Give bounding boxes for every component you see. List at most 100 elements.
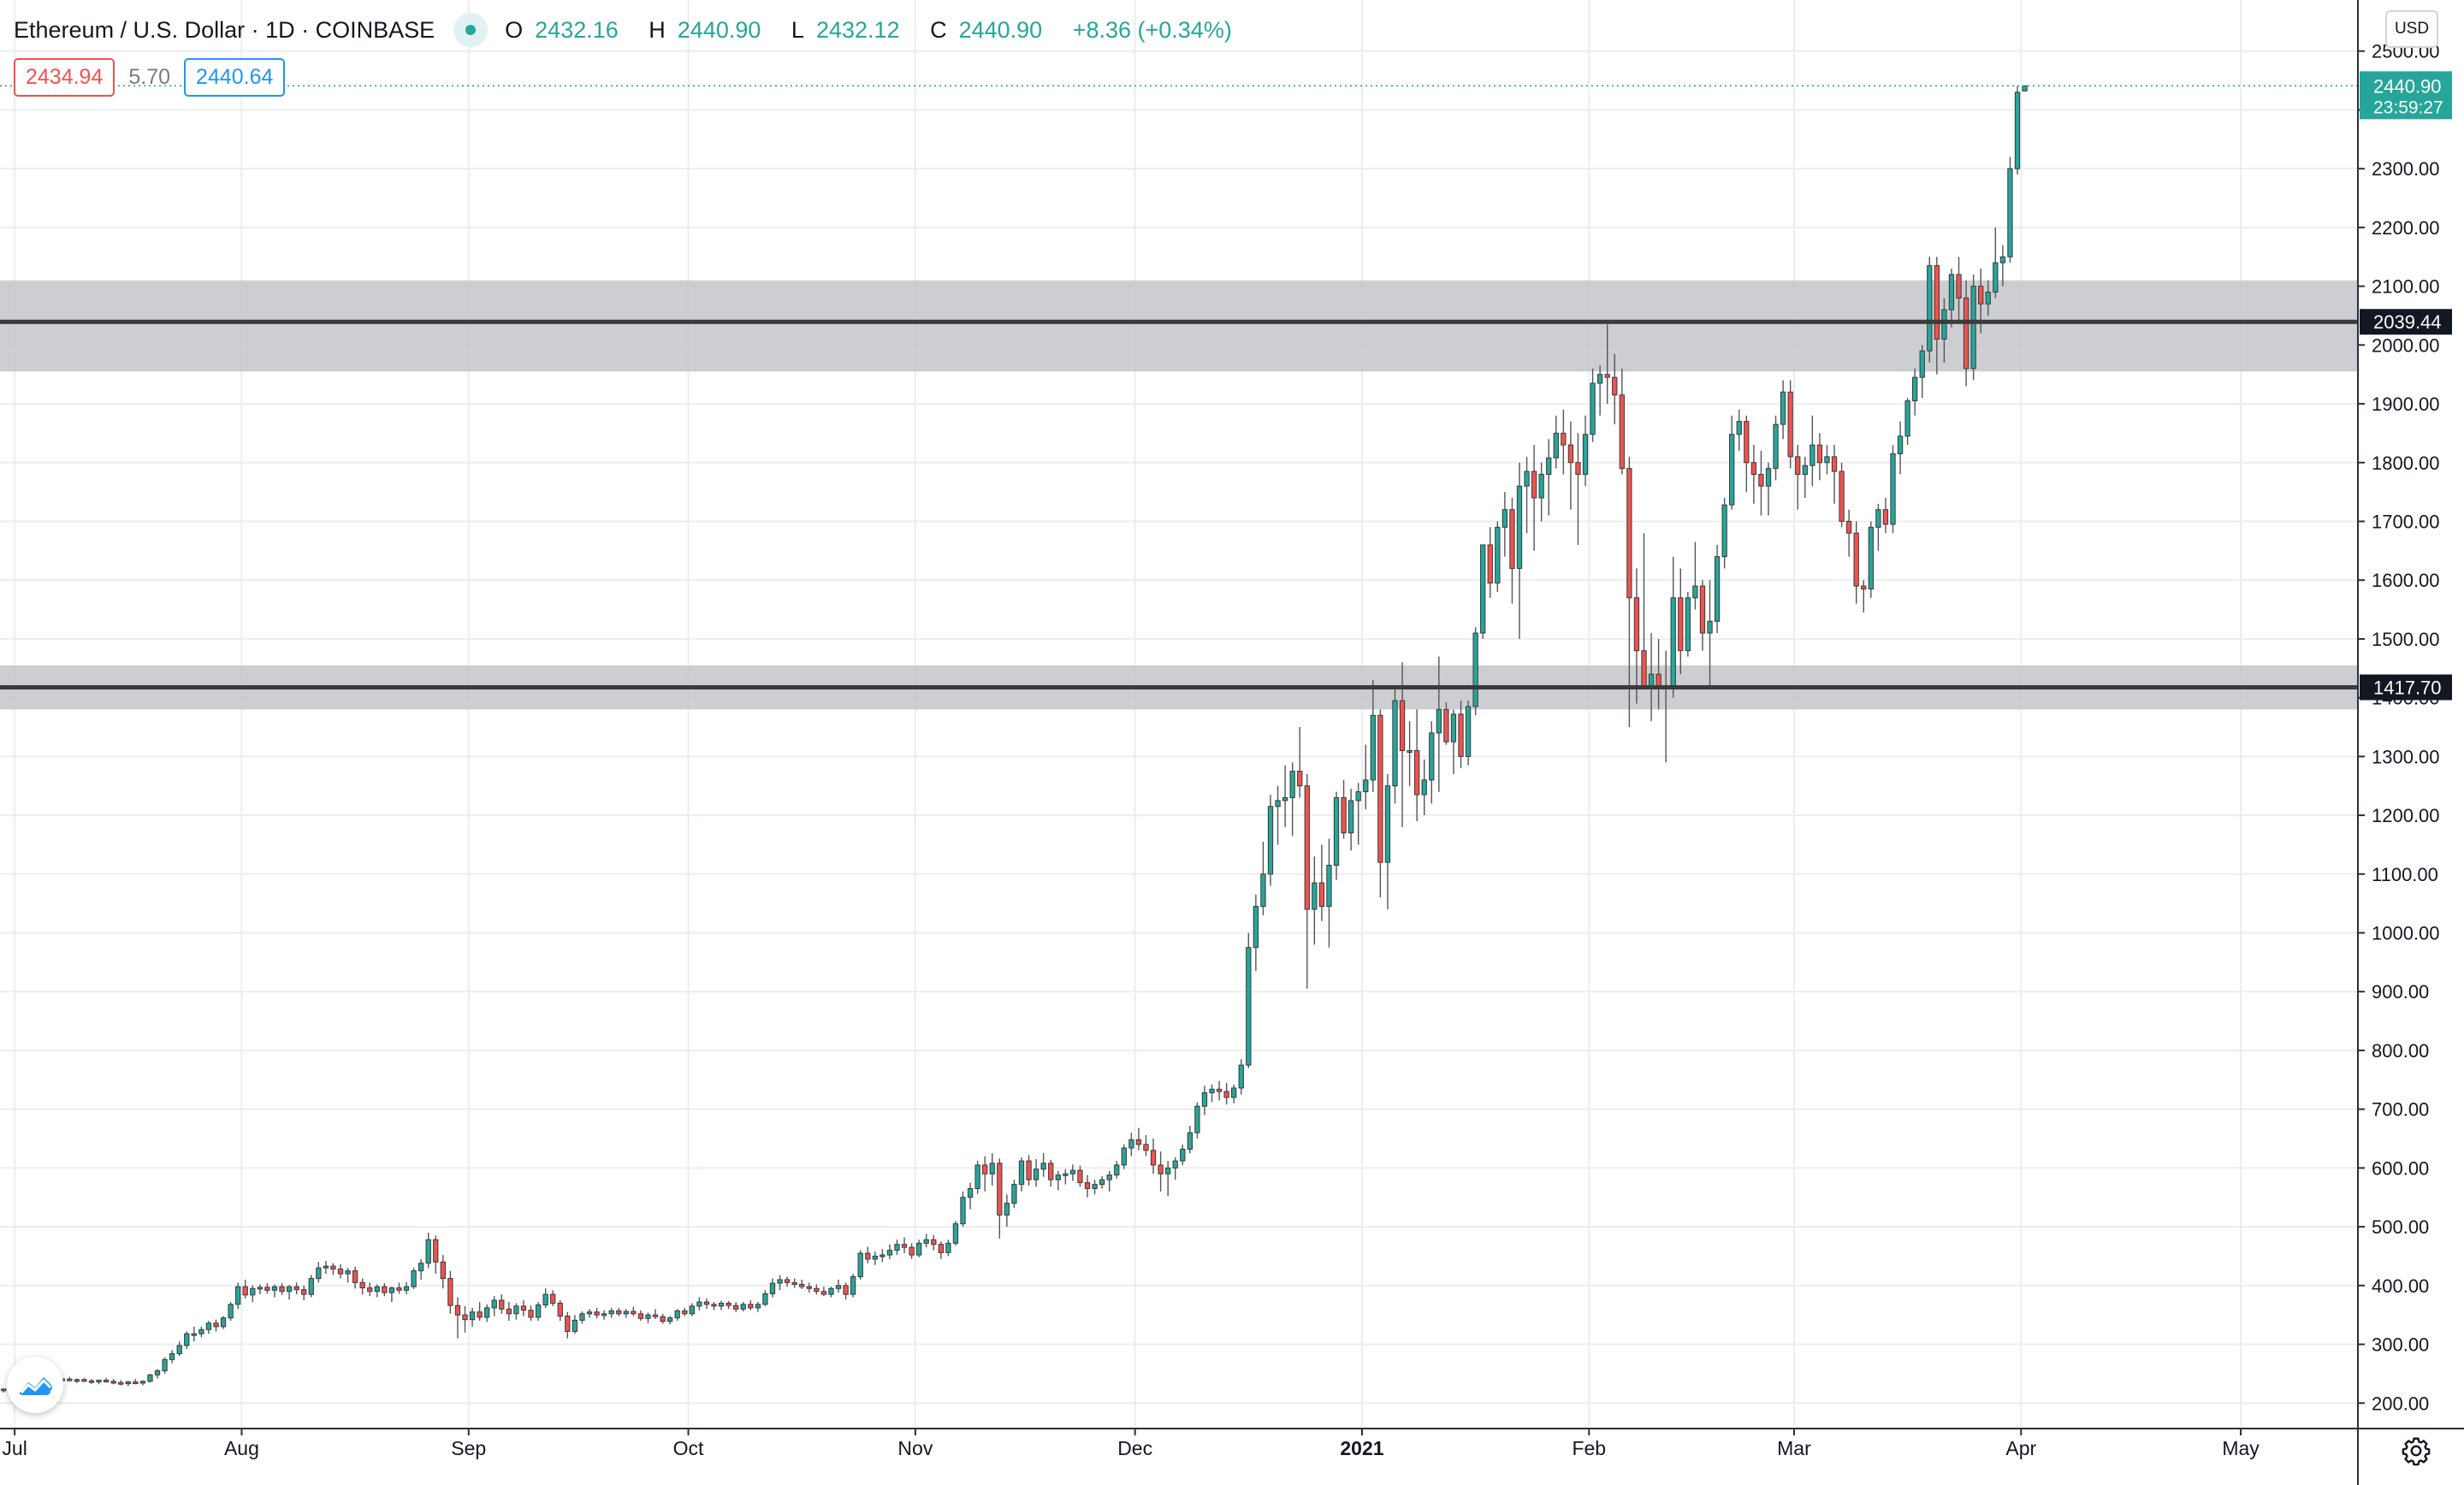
y-tick-label: 1600.00 [2372,570,2440,591]
live-dot-icon [453,13,489,47]
candle [1429,721,1435,804]
candle-body [1450,713,1457,742]
candle [1516,462,1523,639]
candle-body [1531,470,1537,499]
candle-body [762,1293,768,1305]
candle-body [491,1299,497,1309]
candle-body [1421,779,1427,796]
candle [1238,1059,1244,1095]
symbol-title[interactable]: Ethereum / U.S. Dollar · 1D · COINBASE [14,16,435,43]
candle [535,1302,542,1322]
candle [1450,709,1457,774]
candle-body [1567,444,1574,464]
candle-body [162,1358,168,1371]
candle [1567,421,1574,510]
candle-body [1956,274,1962,299]
candle-body [1824,456,1830,464]
candle [916,1239,922,1257]
candle-body [1561,432,1567,446]
candle-body [1055,1174,1061,1180]
candle [425,1232,431,1269]
candle [74,1378,80,1383]
candle-body [103,1379,110,1382]
candle-body [1816,444,1823,464]
candle-body [1363,779,1369,793]
candle [594,1307,600,1319]
candle-body [703,1301,710,1305]
candle-body [1246,947,1252,1066]
candle-body [1069,1169,1076,1174]
candle [1985,280,1991,316]
candle-body [989,1163,995,1174]
candle [952,1221,959,1246]
candle-body [110,1381,116,1384]
candle-body [1429,732,1435,781]
candle [1853,521,1859,604]
candle-body [169,1353,175,1360]
candle-body [1626,468,1632,599]
candle-body [1011,1184,1017,1204]
candle-body [623,1310,629,1315]
candle [1194,1102,1200,1139]
candle [631,1306,637,1316]
candle-body [1018,1160,1025,1186]
candle [1839,462,1845,528]
x-tick-label: Feb [1572,1437,1606,1459]
candle-body [330,1265,336,1270]
y-tick-label: 1900.00 [2372,393,2440,415]
candle-body [513,1305,519,1315]
candle [1999,245,2006,287]
candle-body [1443,708,1449,742]
candle [1092,1180,1098,1195]
candle-body [1999,256,2006,263]
candle [1201,1086,1208,1115]
gear-icon[interactable] [2396,1430,2437,1471]
candle [103,1377,110,1383]
candle [865,1246,871,1263]
candle-body [748,1304,754,1309]
candle-body [154,1370,161,1376]
candle-body [850,1276,856,1295]
candle-body [88,1380,95,1383]
candle-body [1223,1091,1229,1098]
candle [974,1161,980,1194]
candle-body [316,1267,322,1280]
candle [367,1282,373,1297]
candle [1824,445,1830,475]
candle [1787,380,1793,469]
candle [88,1379,95,1384]
candle [1026,1155,1032,1186]
candle-body [191,1333,197,1336]
level-price-label: 2039.44 [2373,311,2442,333]
candle [1004,1194,1010,1228]
candle [601,1310,607,1320]
sell-price-button[interactable]: 2434.94 [14,58,116,97]
candle-body [820,1291,827,1295]
candle [1553,415,1559,469]
close-value: 2440.90 [958,16,1043,43]
candle [154,1369,161,1379]
candle [1678,568,1684,675]
candle [1312,856,1318,945]
candle [1304,773,1310,989]
candle-body [1033,1168,1040,1180]
candle [1326,838,1332,948]
candle-body [535,1304,542,1318]
candle-body [403,1286,410,1291]
currency-button[interactable]: USD [2385,10,2438,48]
candle [1619,368,1625,475]
candle [1699,580,1706,651]
candle [1150,1139,1157,1174]
buy-price-button[interactable]: 2440.64 [184,58,286,97]
candle [1590,368,1596,442]
candle-body [1765,468,1772,487]
candle [1069,1164,1076,1181]
tradingview-cloud-icon[interactable] [7,1357,63,1413]
candle-body [454,1305,461,1316]
candle [711,1302,717,1310]
candle [228,1302,234,1322]
candle-body [1546,457,1552,476]
candle [1633,568,1640,704]
